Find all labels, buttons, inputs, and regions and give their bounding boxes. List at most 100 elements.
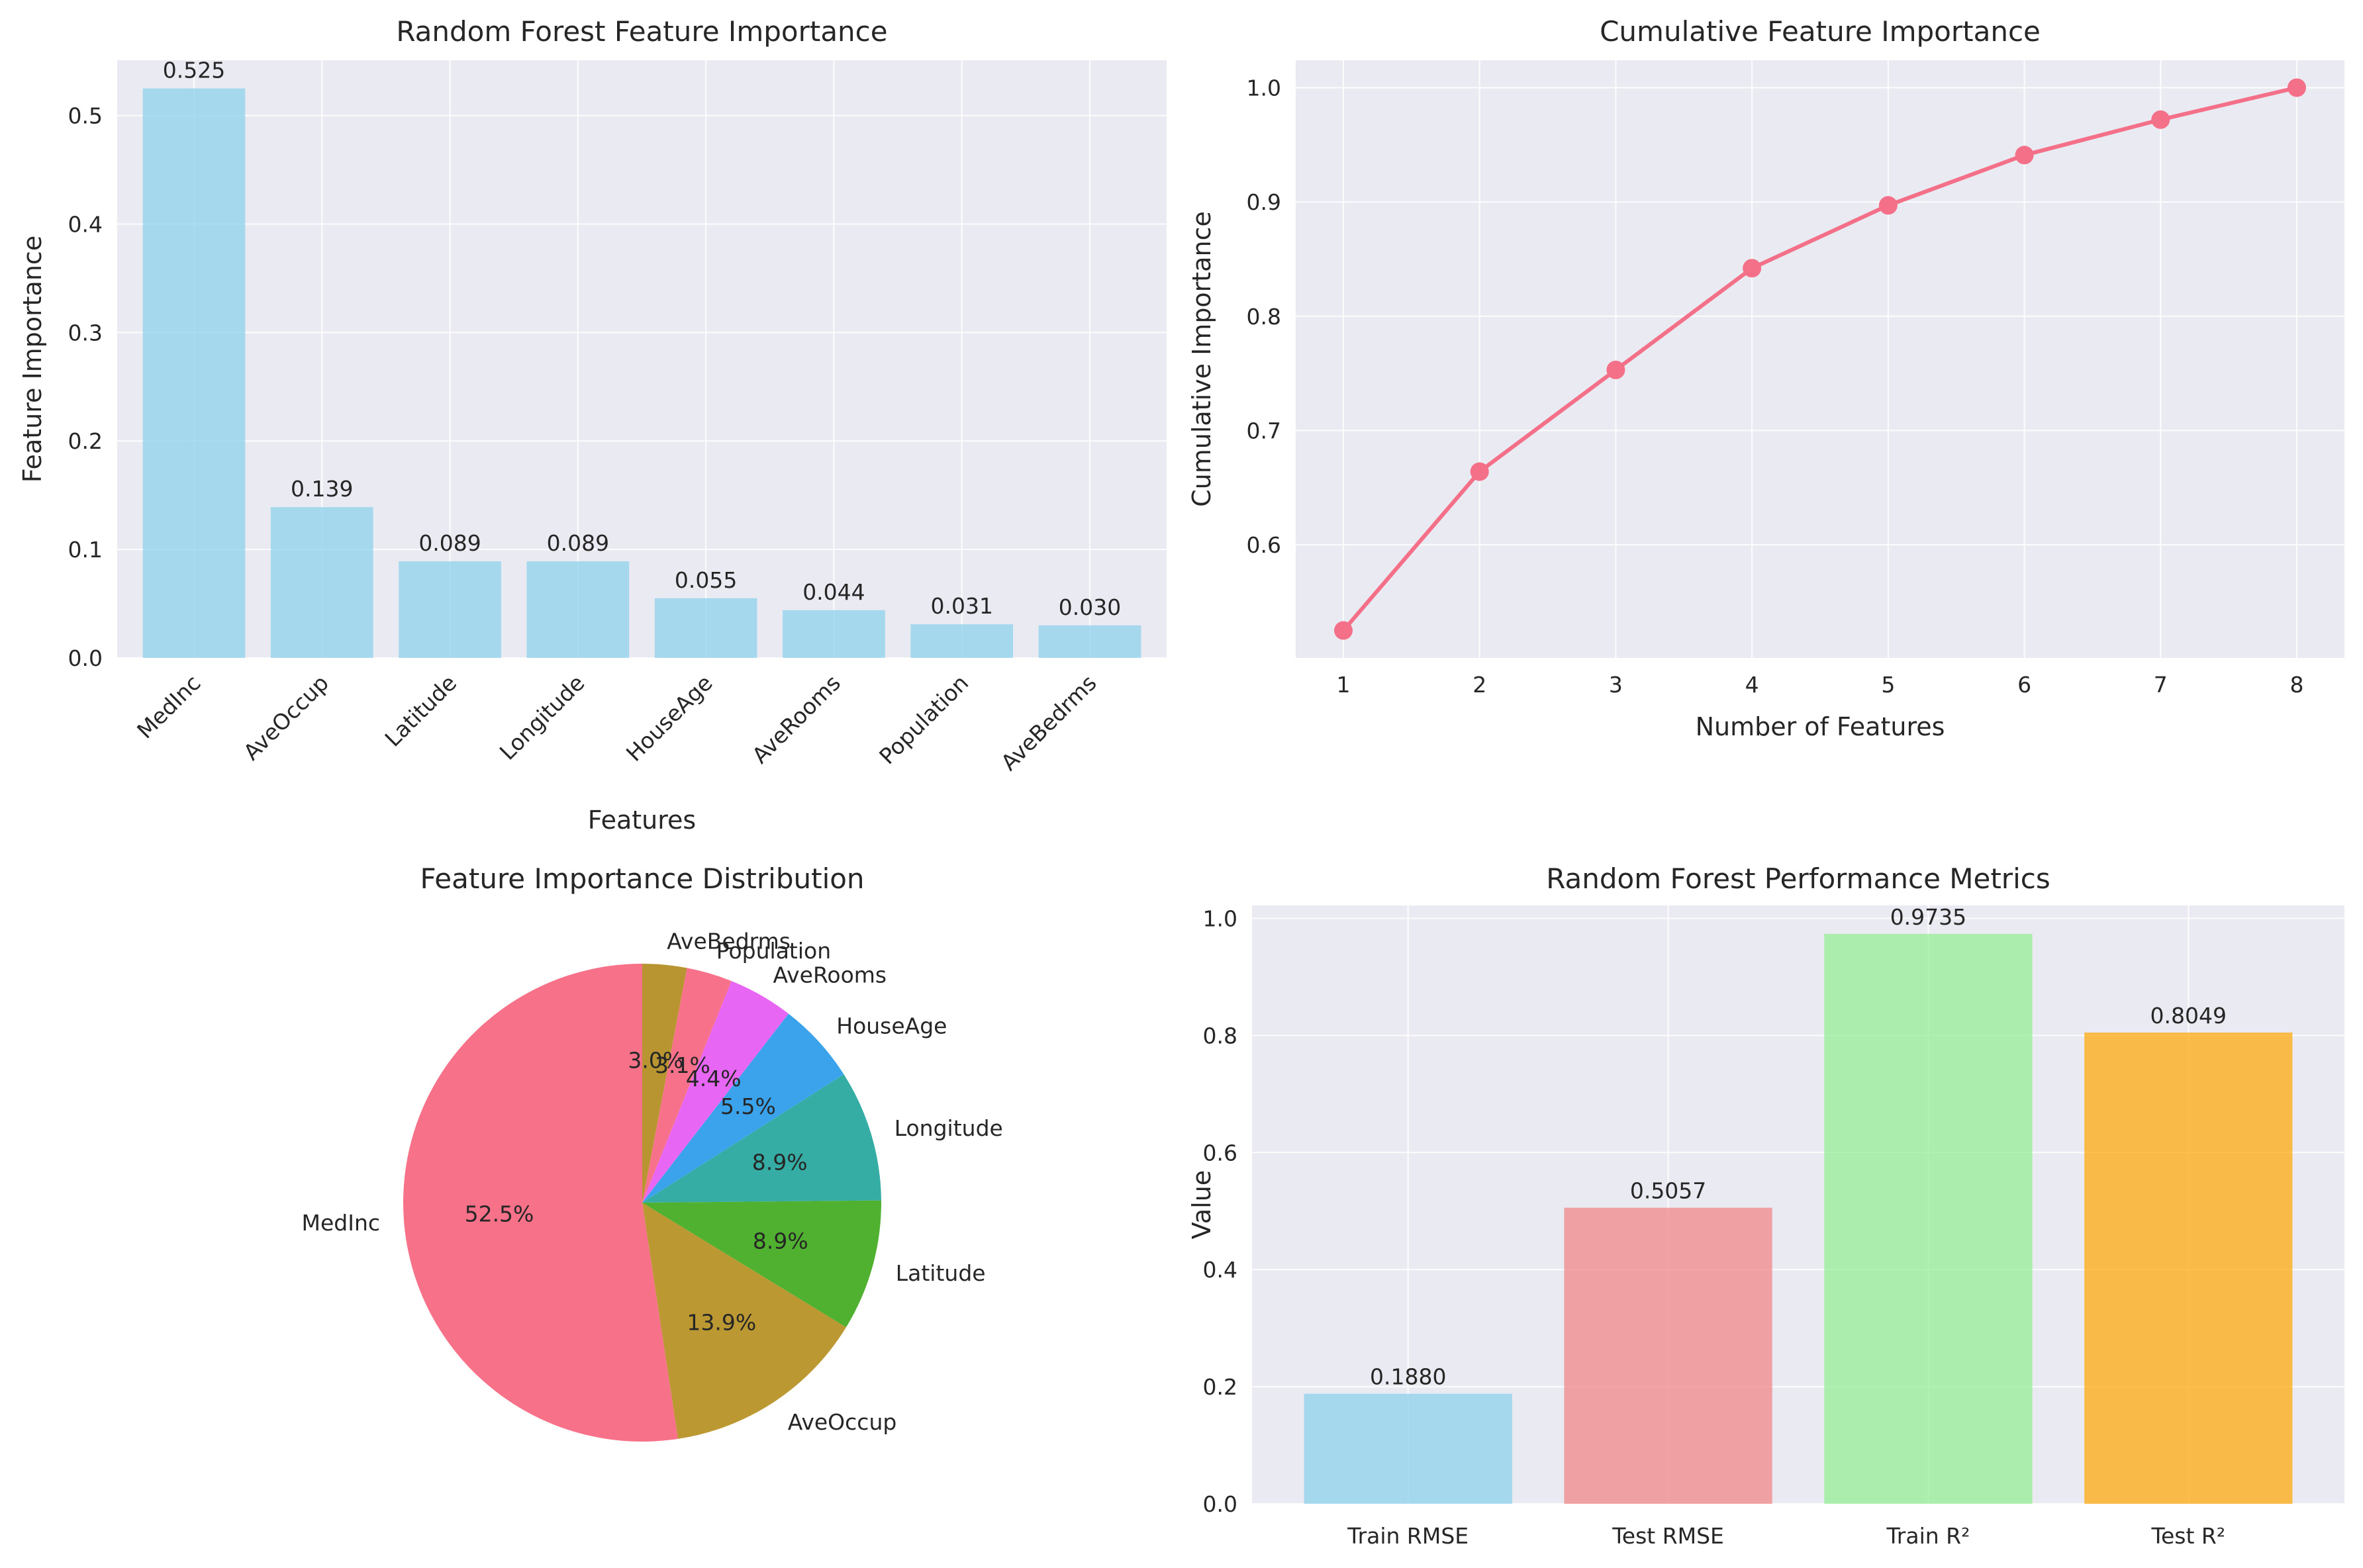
data-label: 0.139 [291, 476, 353, 502]
x-tick-label: Train R² [1886, 1523, 1970, 1549]
x-tick-label: AveRooms [747, 670, 845, 768]
x-tick-label: 6 [2017, 672, 2031, 698]
x-tick-label: Test RMSE [1612, 1523, 1724, 1549]
x-tick-label: AveOccup [238, 670, 334, 765]
data-point [1334, 621, 1353, 640]
y-tick-label: 0.3 [68, 320, 103, 346]
pie-labels: MedInc 52.5% AveOccup 13.9% Latitude 8.9% Long… [302, 929, 1003, 1435]
data-point [2288, 78, 2306, 97]
data-label: 0.1880 [1370, 1364, 1446, 1390]
y-tick-label: 0.1 [68, 537, 103, 563]
feature-importance-bar-chart: 0.525 0.139 0.089 0.089 0.055 0.044 0.031 0.030… [18, 15, 1167, 835]
y-axis-label: Cumulative Importance [1187, 211, 1216, 507]
y-tick-label: 0.8 [1203, 1023, 1237, 1048]
pie-label: Population [716, 938, 831, 964]
y-tick-label: 1.0 [1203, 905, 1237, 931]
pie-slice [642, 1074, 881, 1203]
x-tick-label: Population [874, 670, 973, 769]
x-tick-label: Test R² [2150, 1523, 2225, 1549]
y-tick-label: 0.8 [1247, 304, 1281, 330]
x-tick-label: 5 [1881, 672, 1895, 698]
gridlines [117, 60, 1167, 659]
y-tick-label: 0.2 [68, 428, 103, 454]
data-point [2151, 110, 2170, 129]
x-tick-label: 3 [1609, 672, 1623, 698]
tick-labels: 0.0 0.2 0.4 0.6 0.8 1.0 Train RMSE Test RMSE Tra… [1203, 905, 2226, 1549]
bars: 0.525 0.139 0.089 0.089 0.055 0.044 0.031 0.030 [142, 58, 1141, 658]
bar [2084, 1033, 2293, 1504]
line-series [1334, 78, 2306, 640]
pie-slice [642, 981, 789, 1203]
data-label: 0.9735 [1890, 904, 1966, 930]
bars: 0.1880 0.5057 0.9735 0.8049 [1304, 904, 2293, 1504]
x-tick-label: AveBedrms [996, 670, 1102, 776]
pie-label: MedInc [302, 1210, 381, 1236]
x-axis-label: Number of Features [1696, 712, 1945, 741]
data-label: 0.030 [1059, 594, 1121, 620]
y-tick-label: 0.4 [1203, 1257, 1237, 1283]
x-tick-label: HouseAge [621, 670, 718, 766]
chart-title: Random Forest Feature Importance [396, 15, 887, 48]
y-axis-label: Value [1187, 1170, 1216, 1239]
y-tick-label: 0.0 [1203, 1491, 1237, 1517]
x-tick-label: 2 [1472, 672, 1486, 698]
chart-title: Feature Importance Distribution [420, 862, 864, 895]
cumulative-importance-line-chart: 0.6 0.7 0.8 0.9 1.0 1 2 3 4 5 6 7 8 Cumulative Featu… [1187, 15, 2344, 741]
bar [399, 561, 501, 658]
bar [1304, 1393, 1512, 1504]
data-label: 0.055 [675, 567, 737, 593]
pie-label: AveRooms [773, 962, 887, 988]
pie-percent-label: 4.4% [686, 1066, 742, 1091]
pie-slices [403, 964, 881, 1442]
pie-percent-label: 13.9% [687, 1309, 756, 1335]
pie-slice [642, 964, 687, 1203]
y-tick-label: 0.0 [68, 645, 103, 671]
x-tick-label: 1 [1337, 672, 1351, 698]
y-tick-label: 0.4 [68, 211, 103, 237]
data-point [1878, 196, 1898, 215]
chart-title: Random Forest Performance Metrics [1546, 862, 2050, 895]
data-point [1470, 462, 1489, 481]
data-label: 0.8049 [2150, 1003, 2227, 1029]
x-tick-label: Train RMSE [1347, 1523, 1469, 1549]
gridlines [1296, 60, 2344, 658]
bar [1564, 1207, 1772, 1504]
x-tick-label: 8 [2290, 672, 2304, 698]
data-label: 0.031 [930, 593, 992, 619]
plot-area [1296, 60, 2344, 658]
pie-percent-label: 3.1% [655, 1052, 710, 1078]
data-label: 0.044 [802, 579, 865, 605]
pie-slice [642, 1200, 881, 1328]
pie-label: AveBedrms [667, 929, 791, 954]
data-label: 0.525 [163, 58, 225, 83]
data-label: 0.089 [418, 530, 481, 556]
pie-percent-label: 3.0% [628, 1047, 683, 1073]
pie-percent-label: 8.9% [752, 1149, 808, 1175]
chart-title: Cumulative Feature Importance [1600, 15, 2041, 48]
bar [1038, 625, 1141, 658]
data-point [1743, 259, 1762, 278]
pie-label: Latitude [896, 1260, 986, 1286]
importance-distribution-pie-chart: Feature Importance Distribution MedInc 52… [302, 862, 1003, 1442]
pie-percent-label: 5.5% [720, 1093, 776, 1119]
series-line [1341, 85, 2297, 632]
data-label: 0.5057 [1630, 1178, 1706, 1204]
bar [654, 598, 757, 658]
pie-label: HouseAge [836, 1013, 947, 1038]
y-tick-label: 0.5 [68, 103, 103, 129]
x-tick-label: 4 [1745, 672, 1759, 698]
pie-percent-label: 8.9% [753, 1228, 808, 1254]
x-tick-label: MedInc [132, 670, 205, 743]
y-tick-label: 0.2 [1203, 1374, 1237, 1400]
y-tick-label: 1.0 [1247, 75, 1281, 101]
data-point [1606, 360, 1625, 379]
performance-metrics-bar-chart: 0.1880 0.5057 0.9735 0.8049 0.0 0.2 0.4 0.6 0.8… [1187, 862, 2344, 1549]
y-tick-label: 0.9 [1247, 189, 1281, 215]
y-tick-label: 0.6 [1203, 1140, 1237, 1166]
data-point [2015, 146, 2034, 165]
x-tick-label: Longitude [495, 670, 590, 765]
y-axis-label: Feature Importance [18, 236, 47, 483]
tick-labels: 0.6 0.7 0.8 0.9 1.0 1 2 3 4 5 6 7 8 [1247, 75, 2304, 698]
bar [783, 610, 885, 658]
